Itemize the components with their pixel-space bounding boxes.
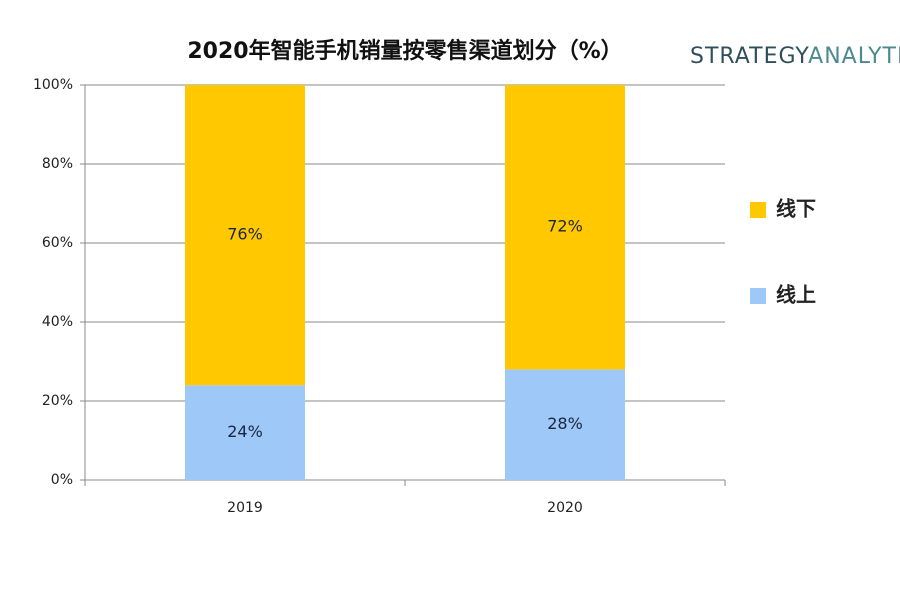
y-tick-label: 0% (51, 472, 73, 488)
x-tick-label: 2020 (547, 500, 583, 516)
x-tick-label: 2019 (227, 500, 263, 516)
logo-part: STRATEGY (690, 44, 809, 69)
legend-swatch (750, 202, 766, 218)
bar-segment (185, 385, 305, 480)
y-tick-label: 60% (42, 235, 73, 251)
value-label: 72% (547, 217, 583, 236)
y-tick-label: 40% (42, 314, 73, 330)
value-label: 76% (227, 225, 263, 244)
legend-label: 线下 (776, 197, 816, 221)
logo-part: ANALYTICS (808, 44, 900, 69)
value-label: 24% (227, 422, 263, 441)
chart-title: 2020年智能手机销量按零售渠道划分（%） (187, 38, 622, 64)
y-tick-label: 80% (42, 156, 73, 172)
logo: STRATEGYANALYTICS (690, 44, 900, 69)
bar-segment (505, 85, 625, 370)
value-label: 28% (547, 414, 583, 433)
bar-segment (505, 369, 625, 480)
y-tick-label: 100% (33, 77, 73, 93)
legend-swatch (750, 288, 766, 304)
y-tick-label: 20% (42, 393, 73, 409)
bar-segment (185, 85, 305, 386)
legend-label: 线上 (776, 283, 816, 307)
